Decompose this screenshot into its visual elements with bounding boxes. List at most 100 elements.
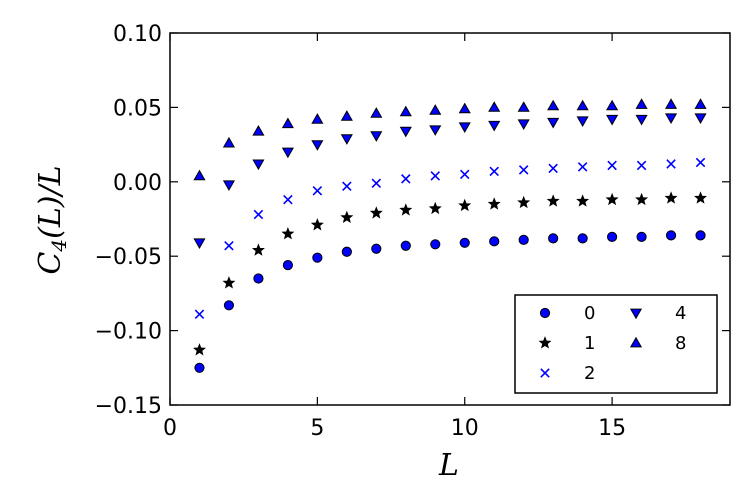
y-tick-label: 0.05 xyxy=(113,96,162,121)
data-point-series-4 xyxy=(576,116,589,127)
data-point-series-1 xyxy=(517,195,531,209)
data-point-series-0 xyxy=(695,230,706,241)
data-point-series-8 xyxy=(606,99,619,111)
data-point-series-4 xyxy=(340,134,353,145)
data-point-series-2 xyxy=(253,209,264,220)
data-point-series-8 xyxy=(576,99,589,111)
data-point-series-4 xyxy=(458,122,471,133)
legend-marker-0 xyxy=(539,307,551,319)
data-point-series-8 xyxy=(281,117,294,129)
data-point-series-8 xyxy=(340,110,353,121)
data-point-series-0 xyxy=(430,239,441,250)
data-point-series-4 xyxy=(635,114,648,126)
data-point-series-0 xyxy=(548,233,559,244)
data-point-series-1 xyxy=(635,192,649,206)
y-tick-label: −0.10 xyxy=(95,320,162,345)
data-point-series-8 xyxy=(370,107,383,118)
data-point-series-4 xyxy=(694,113,707,125)
y-tick-label: −0.05 xyxy=(95,245,162,270)
y-tick-label: −0.15 xyxy=(95,394,162,419)
data-point-series-8 xyxy=(635,98,648,109)
data-points xyxy=(192,98,708,373)
data-point-series-2 xyxy=(577,162,588,172)
data-point-series-2 xyxy=(548,163,558,174)
data-point-series-4 xyxy=(606,114,619,126)
data-point-series-1 xyxy=(605,192,619,206)
data-point-series-1 xyxy=(546,194,560,207)
data-point-series-8 xyxy=(252,125,265,136)
data-point-series-0 xyxy=(312,252,323,263)
data-point-series-2 xyxy=(636,160,647,171)
y-tick-label: 0.00 xyxy=(113,171,162,196)
data-point-series-0 xyxy=(253,273,264,284)
data-point-series-0 xyxy=(489,236,500,247)
data-point-series-0 xyxy=(607,231,618,242)
data-point-series-4 xyxy=(399,126,412,138)
data-point-series-1 xyxy=(369,206,383,219)
data-point-series-2 xyxy=(666,159,676,169)
data-point-series-8 xyxy=(488,101,501,112)
data-point-series-0 xyxy=(577,233,588,244)
data-point-series-2 xyxy=(194,309,205,319)
data-point-series-1 xyxy=(664,191,678,204)
data-point-series-0 xyxy=(400,240,411,251)
legend-marker-4 xyxy=(629,308,643,320)
data-point-series-2 xyxy=(430,171,441,181)
data-point-series-0 xyxy=(341,246,352,257)
x-tick-label: 0 xyxy=(163,416,177,441)
data-point-series-2 xyxy=(695,157,706,168)
data-point-series-1 xyxy=(340,210,354,224)
data-point-series-8 xyxy=(694,98,707,109)
data-point-series-8 xyxy=(399,105,412,117)
data-point-series-8 xyxy=(517,101,530,112)
data-point-series-1 xyxy=(694,191,708,204)
data-point-series-4 xyxy=(517,119,530,130)
data-point-series-4 xyxy=(311,140,324,151)
legend-marker-8 xyxy=(629,336,643,348)
data-point-series-2 xyxy=(518,165,529,175)
data-point-series-4 xyxy=(281,147,294,159)
legend: 0 1 2 4 8 xyxy=(514,294,718,394)
data-point-series-2 xyxy=(459,169,470,180)
data-point-series-2 xyxy=(224,241,234,251)
data-point-series-0 xyxy=(518,234,529,245)
data-point-series-4 xyxy=(664,113,678,125)
data-point-series-0 xyxy=(665,230,677,241)
data-point-series-1 xyxy=(487,197,501,210)
data-point-series-0 xyxy=(223,300,235,311)
data-point-series-0 xyxy=(194,362,205,373)
x-tick-label: 5 xyxy=(310,416,324,441)
y-tick-label: 0.10 xyxy=(113,22,162,47)
data-point-series-8 xyxy=(547,99,560,111)
data-point-series-1 xyxy=(576,194,590,207)
x-axis-label: L xyxy=(438,448,459,483)
data-point-series-8 xyxy=(664,98,678,109)
legend-marker-2 xyxy=(540,368,550,378)
data-point-series-4 xyxy=(193,238,206,250)
axis-ticks xyxy=(169,32,730,406)
data-point-series-0 xyxy=(459,237,470,248)
data-point-series-0 xyxy=(636,231,647,242)
x-tick-label: 10 xyxy=(451,416,479,441)
data-point-series-4 xyxy=(429,125,442,136)
legend-label: 8 xyxy=(675,333,686,354)
data-point-series-4 xyxy=(370,131,383,142)
data-point-series-2 xyxy=(342,181,352,192)
data-point-series-4 xyxy=(252,159,265,171)
data-point-series-1 xyxy=(251,243,265,256)
data-point-series-0 xyxy=(282,260,293,271)
legend-label: 0 xyxy=(584,303,595,324)
legend-marker-1 xyxy=(538,336,552,349)
data-point-series-8 xyxy=(222,136,236,148)
data-point-series-8 xyxy=(429,104,442,115)
data-point-series-4 xyxy=(222,180,236,191)
y-axis-label: C4(L)/L xyxy=(33,165,71,274)
data-point-series-1 xyxy=(458,198,472,212)
data-point-series-2 xyxy=(283,194,293,205)
data-point-series-2 xyxy=(371,178,382,189)
data-point-series-1 xyxy=(399,203,413,216)
data-point-series-8 xyxy=(458,102,471,114)
legend-label: 4 xyxy=(675,303,686,324)
data-point-series-2 xyxy=(401,174,411,184)
